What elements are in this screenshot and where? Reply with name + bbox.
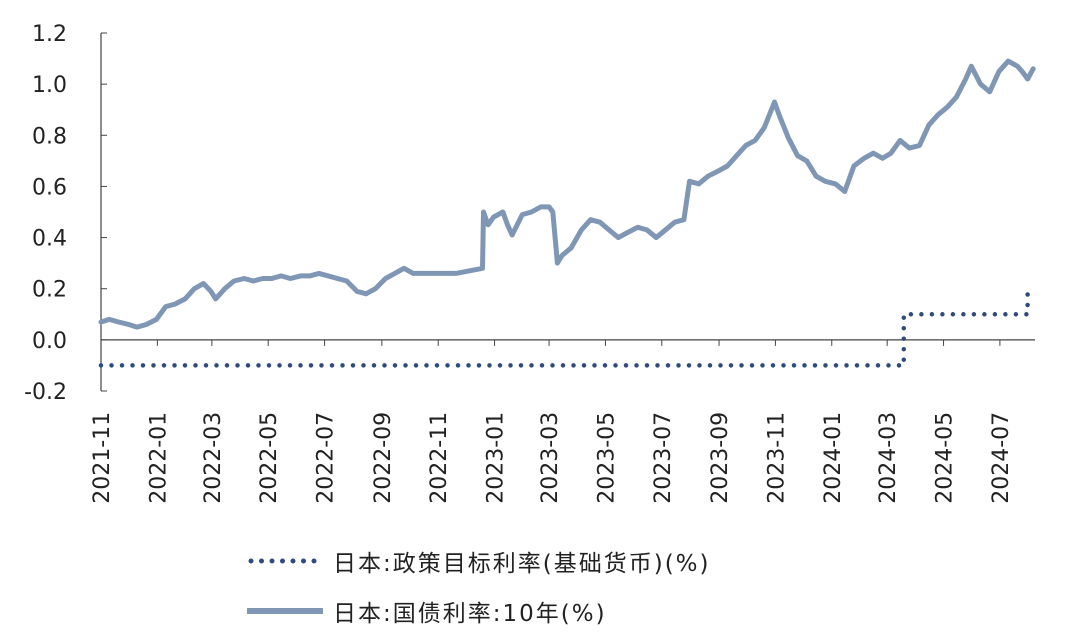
y-tick-label: 1.2 <box>32 22 67 47</box>
chart-series <box>98 58 1036 368</box>
x-tick-label: 2022-07 <box>314 412 339 504</box>
x-tick-label: 2024-05 <box>933 412 958 504</box>
x-tick-label: 2024-01 <box>821 412 846 504</box>
line-chart: 1.2 1.0 0.8 0.6 0.4 0.2 0.0 -0.2 2021-11 2022-01 2… <box>24 22 1036 504</box>
x-tick-label: 2022-03 <box>201 412 226 504</box>
chart-axes: 1.2 1.0 0.8 0.6 0.4 0.2 0.0 -0.2 2021-11 2022-01 2… <box>24 22 1035 504</box>
y-tick-label: 0.8 <box>32 124 67 149</box>
x-tick-label: 2022-01 <box>146 412 171 504</box>
legend-swatch-dotted <box>248 558 322 564</box>
x-tick-label: 2023-07 <box>651 412 676 504</box>
x-tick-label: 2022-05 <box>257 412 282 504</box>
x-tick-label: 2023-09 <box>708 412 733 504</box>
legend-item-policy-rate: 日本:政策目标利率(基础货币)(%) <box>245 536 711 586</box>
x-tick-label: 2024-07 <box>989 412 1014 504</box>
x-tick-label: 2024-03 <box>876 412 901 504</box>
chart-legend: 日本:政策目标利率(基础货币)(%) 日本:国债利率:10年(%) <box>245 536 711 636</box>
x-tick-label: 2023-03 <box>538 412 563 504</box>
legend-swatch-solid <box>247 608 323 614</box>
y-tick-label: 0.2 <box>32 278 67 303</box>
y-tick-label: 0.4 <box>32 227 67 252</box>
y-tick-label: 0.6 <box>32 175 67 200</box>
y-tick-label: -0.2 <box>24 380 67 405</box>
x-tick-label: 2023-05 <box>594 412 619 504</box>
x-tick-label: 2023-11 <box>764 412 789 504</box>
y-tick-label: 1.0 <box>32 73 67 98</box>
legend-label-policy-rate: 日本:政策目标利率(基础货币)(%) <box>333 551 711 577</box>
x-tick-label: 2023-01 <box>484 412 509 504</box>
y-tick-label: 0.0 <box>32 329 67 354</box>
legend-label-jgb-10y: 日本:国债利率:10年(%) <box>333 601 607 627</box>
x-tick-label: 2021-11 <box>90 412 115 504</box>
x-tick-label: 2022-09 <box>371 412 396 504</box>
x-tick-label: 2022-11 <box>427 412 452 504</box>
series-line-jgb-10y <box>98 58 1036 330</box>
series-line-policy-rate <box>98 286 1030 368</box>
legend-item-jgb-10y: 日本:国债利率:10年(%) <box>245 586 711 636</box>
